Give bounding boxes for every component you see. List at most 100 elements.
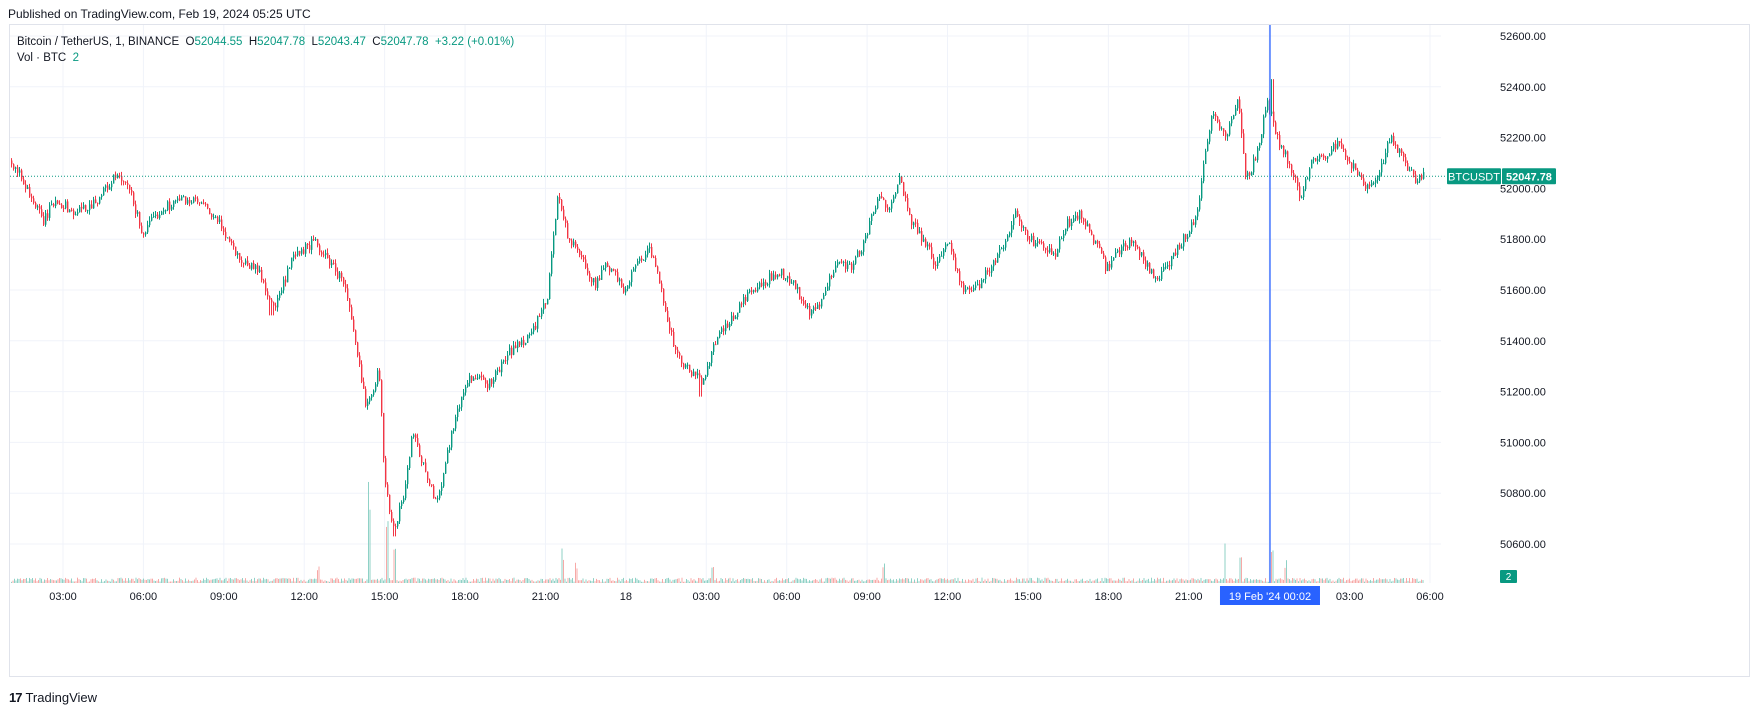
volume-bar xyxy=(81,581,83,583)
volume-bar xyxy=(708,578,710,583)
candle-body xyxy=(187,199,189,204)
candle-body xyxy=(1119,250,1121,255)
volume-bar xyxy=(164,577,165,583)
volume-bar xyxy=(489,578,491,583)
volume-bar xyxy=(458,580,459,583)
candle-body xyxy=(867,234,869,236)
volume-bar xyxy=(366,579,368,583)
volume-bar xyxy=(456,581,458,583)
volume-bar xyxy=(897,580,899,583)
volume-bar xyxy=(815,579,816,583)
volume-bar xyxy=(359,578,360,583)
candle-body xyxy=(447,449,449,464)
volume-bar xyxy=(291,581,293,583)
volume-bar xyxy=(824,581,825,583)
volume-bar xyxy=(281,578,282,583)
volume-bar xyxy=(770,581,771,583)
candle-body xyxy=(985,270,987,280)
symbol-title[interactable]: Bitcoin / TetherUS, 1, BINANCE xyxy=(17,36,180,48)
volume-bar xyxy=(248,581,249,583)
volume-label[interactable]: Vol · BTC xyxy=(17,52,67,64)
candle-body xyxy=(1179,244,1181,249)
volume-bar xyxy=(1335,580,1337,583)
candle-body xyxy=(273,302,275,306)
volume-bar xyxy=(794,579,795,583)
volume-bar xyxy=(951,579,953,583)
candle-body xyxy=(1203,164,1205,182)
volume-bar xyxy=(1275,578,1277,583)
volume-bar xyxy=(518,579,519,583)
volume-bar xyxy=(669,579,671,583)
volume-bar xyxy=(767,579,768,583)
volume-bar xyxy=(1361,578,1362,583)
candle-body xyxy=(1321,155,1323,157)
candle-body xyxy=(1405,157,1407,164)
volume-bar xyxy=(1208,579,1209,583)
volume-bar xyxy=(1278,578,1280,583)
volume-bar xyxy=(270,580,272,583)
volume-bar xyxy=(1394,577,1395,583)
volume-bar xyxy=(857,580,858,583)
candle-body xyxy=(143,233,145,235)
volume-bar xyxy=(705,580,707,583)
volume-bar xyxy=(1101,578,1103,583)
volume-bar xyxy=(195,577,197,583)
candle-body xyxy=(1063,233,1065,239)
volume-bar xyxy=(1097,578,1098,583)
volume-bar xyxy=(1316,581,1317,583)
candle-body xyxy=(363,381,365,389)
volume-bar xyxy=(632,578,633,583)
candle-body xyxy=(539,315,541,317)
volume-bar xyxy=(203,578,204,583)
candle-body xyxy=(247,260,249,266)
volume-bar xyxy=(1401,578,1403,583)
candle-body xyxy=(353,319,355,331)
volume-bar xyxy=(423,578,425,583)
candle-body xyxy=(129,184,131,190)
candle-body xyxy=(873,212,875,215)
volume-bar xyxy=(465,577,467,583)
candle-body xyxy=(433,485,435,499)
volume-bar xyxy=(1002,581,1004,583)
candle-body xyxy=(153,216,155,218)
volume-bar xyxy=(722,579,723,583)
volume-bar xyxy=(1173,578,1175,583)
candle-body xyxy=(431,484,433,486)
candle-body xyxy=(673,331,675,347)
candle-body xyxy=(1241,112,1243,134)
candle-body xyxy=(1319,155,1321,160)
volume-bar xyxy=(12,580,14,583)
chart-frame[interactable] xyxy=(9,24,1750,677)
volume-bar xyxy=(405,578,407,583)
volume-bar xyxy=(491,581,492,583)
candle-body xyxy=(321,252,323,255)
volume-bar xyxy=(258,578,260,583)
volume-bar xyxy=(864,581,866,583)
candle-body xyxy=(647,248,649,255)
candle-body xyxy=(543,303,545,310)
candle-body xyxy=(197,198,199,203)
volume-bar xyxy=(896,579,897,583)
candle-body xyxy=(1335,143,1337,149)
volume-bar xyxy=(1196,580,1197,583)
volume-bar xyxy=(66,578,68,583)
tradingview-logo[interactable]: 17 TradingView xyxy=(9,690,97,705)
crosshair-time-label: 19 Feb '24 00:02 xyxy=(1229,591,1311,603)
volume-bar xyxy=(110,581,111,583)
candle-body xyxy=(801,299,803,301)
candle-body xyxy=(1087,224,1089,227)
volume-bar xyxy=(96,580,98,583)
volume-bar xyxy=(548,579,549,583)
volume-bar xyxy=(174,581,176,583)
volume-bar xyxy=(1251,580,1253,583)
volume-bar xyxy=(848,581,849,583)
candle-body xyxy=(1311,159,1313,169)
candle-body xyxy=(1029,239,1031,241)
volume-bar xyxy=(1088,580,1089,583)
volume-bar xyxy=(956,580,957,583)
candle-body xyxy=(75,214,77,216)
candle-body xyxy=(955,257,957,269)
volume-bar xyxy=(530,580,531,583)
volume-bar xyxy=(582,578,584,583)
